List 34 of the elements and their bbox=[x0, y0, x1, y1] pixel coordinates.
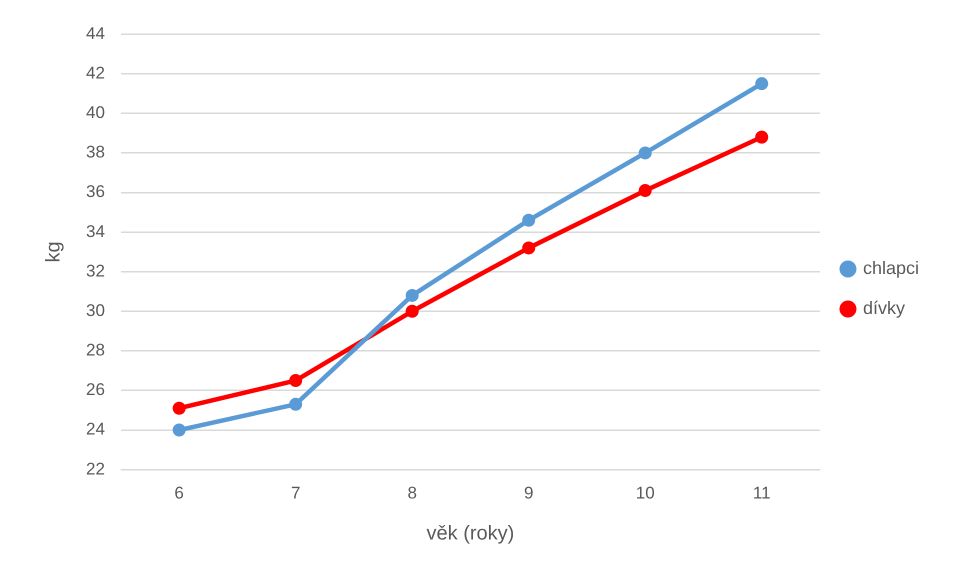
y-axis-title: kg bbox=[42, 241, 65, 262]
x-tick-label: 11 bbox=[752, 483, 771, 502]
y-tick-label: 40 bbox=[86, 103, 105, 122]
point bbox=[289, 398, 302, 411]
x-tick-label: 8 bbox=[407, 483, 417, 502]
point bbox=[638, 184, 652, 198]
y-tick-label: 36 bbox=[86, 182, 105, 202]
point bbox=[755, 130, 768, 144]
x-axis-title: věk (roky) bbox=[426, 522, 514, 545]
y-tick-label: 26 bbox=[86, 380, 105, 400]
point bbox=[755, 77, 768, 90]
point bbox=[172, 424, 186, 437]
y-tick-label: 34 bbox=[86, 222, 105, 241]
x-tick-label: 10 bbox=[636, 483, 655, 502]
legend-label: dívky bbox=[862, 298, 905, 318]
x-tick-label: 6 bbox=[174, 483, 184, 502]
y-tick-label: 22 bbox=[86, 459, 105, 478]
point bbox=[638, 146, 652, 160]
y-tick-label: 32 bbox=[86, 261, 105, 280]
y-tick-label: 42 bbox=[86, 63, 105, 82]
y-tick-label: 44 bbox=[86, 24, 105, 43]
point bbox=[522, 241, 536, 254]
point bbox=[406, 304, 419, 318]
point bbox=[172, 402, 186, 415]
point bbox=[289, 374, 302, 388]
legend-label: chlapci bbox=[862, 258, 919, 278]
point bbox=[406, 288, 419, 302]
x-tick-label: 9 bbox=[524, 483, 534, 502]
y-tick-label: 28 bbox=[86, 340, 105, 360]
y-tick-label: 24 bbox=[86, 420, 105, 439]
y-tick-label: 30 bbox=[86, 300, 105, 320]
y-tick-label: 38 bbox=[86, 142, 105, 162]
x-tick-label: 7 bbox=[290, 483, 300, 502]
point bbox=[522, 214, 536, 227]
